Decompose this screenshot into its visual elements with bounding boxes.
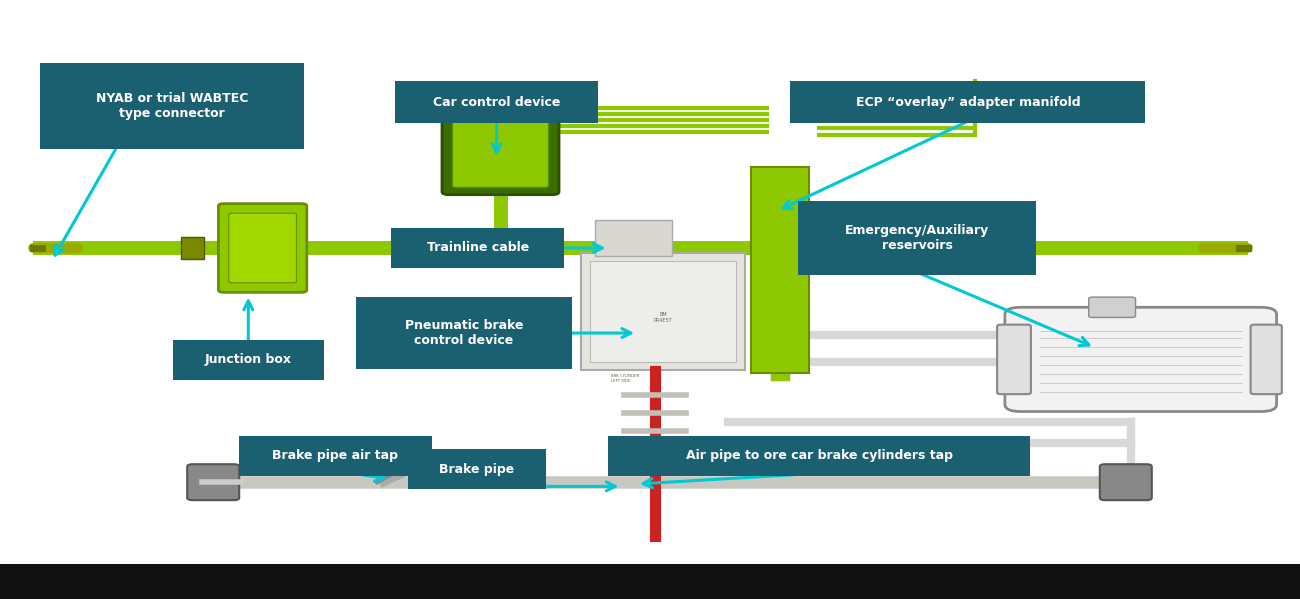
FancyBboxPatch shape (798, 201, 1036, 275)
Text: Air pipe to ore car brake cylinders tap: Air pipe to ore car brake cylinders tap (685, 449, 953, 462)
FancyBboxPatch shape (1100, 464, 1152, 500)
FancyBboxPatch shape (395, 81, 598, 123)
FancyBboxPatch shape (187, 464, 239, 500)
FancyBboxPatch shape (391, 228, 564, 268)
Text: Car control device: Car control device (433, 96, 560, 109)
FancyBboxPatch shape (1089, 297, 1136, 317)
FancyBboxPatch shape (356, 297, 572, 369)
Text: Emergency/Auxiliary
reservoirs: Emergency/Auxiliary reservoirs (845, 224, 989, 252)
FancyBboxPatch shape (452, 94, 549, 187)
FancyBboxPatch shape (239, 436, 432, 476)
FancyBboxPatch shape (0, 564, 1300, 599)
FancyBboxPatch shape (581, 253, 745, 370)
Text: Brake pipe air tap: Brake pipe air tap (273, 449, 398, 462)
FancyBboxPatch shape (408, 449, 546, 489)
FancyBboxPatch shape (997, 325, 1031, 394)
FancyBboxPatch shape (442, 87, 559, 195)
FancyBboxPatch shape (173, 340, 324, 380)
FancyBboxPatch shape (751, 167, 809, 373)
FancyBboxPatch shape (595, 220, 672, 256)
FancyBboxPatch shape (40, 63, 304, 149)
Text: BRK CYLINDER
LEFT SIDE: BRK CYLINDER LEFT SIDE (611, 374, 640, 383)
Text: AIR TAP: AIR TAP (806, 443, 820, 446)
Text: ECP “overlay” adapter manifold: ECP “overlay” adapter manifold (855, 96, 1080, 109)
FancyBboxPatch shape (790, 81, 1145, 123)
Text: Junction box: Junction box (205, 353, 291, 367)
Text: Brake pipe: Brake pipe (439, 462, 515, 476)
Text: Trainline cable: Trainline cable (426, 241, 529, 255)
FancyBboxPatch shape (1005, 307, 1277, 412)
FancyBboxPatch shape (181, 237, 204, 259)
FancyBboxPatch shape (608, 436, 1030, 476)
Text: BM
PR4E5T: BM PR4E5T (654, 311, 672, 323)
Text: Pneumatic brake
control device: Pneumatic brake control device (404, 319, 524, 347)
FancyBboxPatch shape (218, 204, 307, 292)
FancyBboxPatch shape (229, 213, 296, 283)
FancyBboxPatch shape (1251, 325, 1282, 394)
Text: NYAB or trial WABTEC
type connector: NYAB or trial WABTEC type connector (96, 92, 248, 120)
FancyBboxPatch shape (590, 261, 736, 362)
